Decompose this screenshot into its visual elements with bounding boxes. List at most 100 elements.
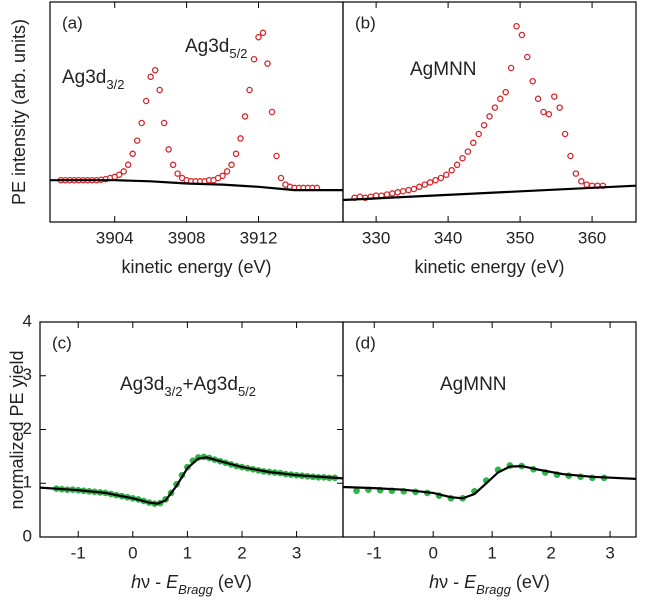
- fit-line: [342, 184, 637, 202]
- x-tick-label: 1: [487, 543, 496, 562]
- text-part: AgMNN: [410, 59, 477, 80]
- data-point: [169, 161, 177, 169]
- x-tick-label: 360: [578, 228, 606, 247]
- data-point: [405, 186, 412, 194]
- x-axis-label: hν - EBragg (eV): [429, 572, 550, 597]
- data-point: [513, 22, 520, 30]
- x-tick-label: 3908: [168, 228, 206, 247]
- y-tick-label: 1: [23, 473, 32, 492]
- text-part: Ag3d: [185, 36, 229, 57]
- annotation: AgMNN: [440, 374, 507, 395]
- x-tick-label: 1: [183, 543, 192, 562]
- data-point: [459, 154, 466, 162]
- text-part: E: [166, 572, 179, 592]
- data-point: [502, 88, 509, 96]
- data-point: [219, 172, 226, 180]
- data-point: [432, 176, 439, 184]
- data-point: [129, 150, 136, 158]
- data-point: [120, 168, 127, 175]
- data-point: [174, 170, 181, 177]
- data-point: [115, 171, 123, 178]
- annotation: Ag3d3/2: [62, 67, 124, 92]
- text-part: (eV): [511, 572, 550, 592]
- data-point: [389, 190, 396, 197]
- data-point: [518, 31, 526, 39]
- data-point: [475, 130, 482, 138]
- data-point: [578, 178, 585, 185]
- data-point: [464, 148, 472, 155]
- data-point: [268, 108, 276, 116]
- fit-line: [50, 179, 343, 192]
- data-point: [241, 113, 249, 120]
- data-point: [497, 95, 504, 103]
- data-point: [394, 189, 401, 196]
- data-point: [237, 135, 244, 142]
- data-point: [545, 110, 553, 118]
- data-point: [426, 179, 434, 186]
- data-point: [416, 183, 423, 191]
- data-point: [556, 104, 563, 111]
- data-point: [551, 93, 558, 100]
- text-part: E: [464, 572, 477, 592]
- data-point: [529, 77, 536, 85]
- data-point: [273, 152, 280, 160]
- subscript: 5/2: [238, 384, 256, 399]
- data-point: [246, 86, 253, 94]
- data-point: [480, 121, 488, 129]
- data-point: [583, 181, 590, 188]
- data-point: [421, 181, 428, 188]
- annotation: Ag3d3/2+Ag3d5/2: [120, 374, 256, 399]
- y-axis-label: PE intensity (arb. units): [9, 19, 29, 205]
- data-point: [142, 97, 150, 105]
- data-point: [160, 119, 168, 127]
- x-tick-label: -1: [367, 543, 382, 562]
- text-part: +Ag3d: [182, 374, 237, 395]
- data-point: [255, 33, 262, 41]
- text-part: h: [429, 572, 439, 592]
- y-tick-label: 3: [23, 365, 32, 384]
- text-part: Bragg: [476, 582, 511, 597]
- x-axis-label: hν - EBragg (eV): [131, 572, 252, 597]
- data-point: [448, 167, 455, 174]
- x-tick-label: 0: [428, 543, 437, 562]
- x-tick-label: 3912: [240, 228, 278, 247]
- subscript: 3/2: [164, 384, 182, 399]
- x-tick-label: 2: [546, 543, 555, 562]
- x-tick-label: 3904: [96, 228, 134, 247]
- text-part: Ag3d: [120, 374, 164, 395]
- annotation: Ag3d5/2: [185, 36, 247, 61]
- plot-frame: [342, 321, 637, 538]
- data-point: [147, 73, 154, 81]
- data-point: [524, 53, 531, 61]
- data-point: [540, 108, 547, 116]
- data-point: [138, 119, 145, 127]
- data-point: [561, 130, 569, 138]
- data-point: [567, 152, 574, 160]
- panel-label: (c): [52, 333, 72, 352]
- panel-label: (b): [355, 13, 376, 32]
- plot-frame: [39, 321, 344, 538]
- x-tick-label: 0: [128, 543, 137, 562]
- data-point: [486, 113, 493, 120]
- panel-label: (d): [355, 333, 376, 352]
- text-part: Ag3d: [62, 67, 106, 88]
- text-part: ν -: [141, 572, 166, 592]
- x-tick-label: 2: [237, 543, 246, 562]
- data-point: [277, 174, 285, 182]
- panel-label: (a): [62, 13, 83, 32]
- data-point: [572, 170, 580, 177]
- data-point: [165, 146, 172, 153]
- data-point: [250, 55, 258, 63]
- data-point: [437, 174, 445, 182]
- x-tick-label: -1: [71, 543, 86, 562]
- x-axis-label: kinetic energy (eV): [414, 257, 564, 277]
- data-point: [399, 187, 407, 195]
- subscript: 5/2: [229, 46, 247, 61]
- y-tick-label: 2: [23, 419, 32, 438]
- x-tick-label: 330: [362, 228, 390, 247]
- x-tick-label: 350: [506, 228, 534, 247]
- data-point: [232, 150, 240, 158]
- text-part: h: [131, 572, 141, 592]
- data-point: [410, 185, 418, 193]
- data-point: [133, 137, 141, 144]
